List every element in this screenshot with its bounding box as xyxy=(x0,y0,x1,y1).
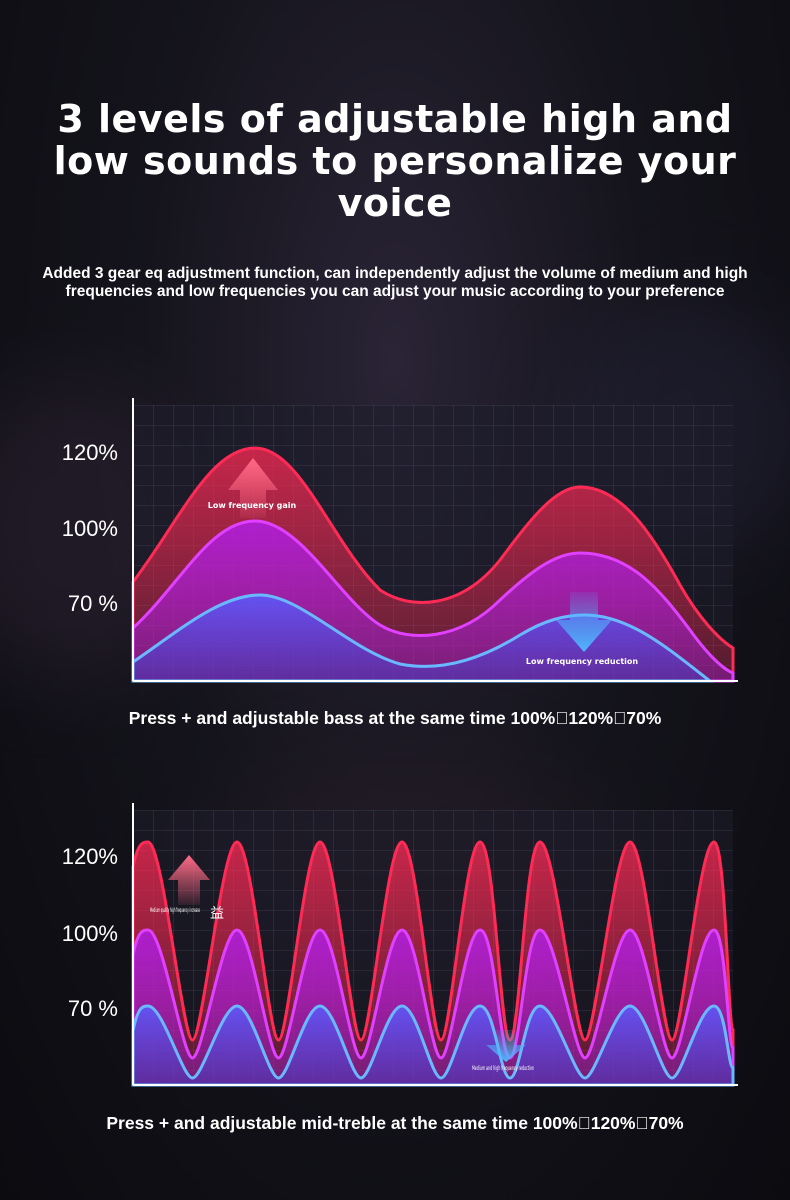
annotation-high-increase: Medium quality high frequency increase xyxy=(150,907,200,914)
annotation-low-gain: Low frequency gain xyxy=(208,501,297,510)
series-line xyxy=(131,928,735,1087)
annotation-high-reduction: Medium and high frequency reduction xyxy=(472,1065,534,1072)
y-tick-label: 120% xyxy=(62,440,118,465)
y-tick-label: 100% xyxy=(62,516,118,541)
bass-eq-chart: 120% 100% 70 % Low frequency gain Low fr… xyxy=(62,398,738,683)
y-tick-label: 70 % xyxy=(68,591,118,616)
down-arrow-icon xyxy=(486,1030,526,1062)
y-tick-label: 120% xyxy=(62,844,118,869)
down-arrow-icon xyxy=(556,592,612,652)
up-arrow-icon xyxy=(228,458,278,518)
treble-eq-chart: 120% 100% 70 % Medium quality high frequ… xyxy=(62,803,738,1087)
annotation-low-reduction: Low frequency reduction xyxy=(526,657,639,666)
series-line xyxy=(131,593,715,683)
page-subtitle: Added 3 gear eq adjustment function, can… xyxy=(42,265,748,300)
page-title: 3 levels of adjustable high and low soun… xyxy=(53,97,737,225)
bass-caption: Press + and adjustable bass at the same … xyxy=(128,708,662,728)
y-tick-label: 100% xyxy=(62,921,118,946)
series-line xyxy=(131,1004,735,1087)
treble-caption: Press + and adjustable mid-treble at the… xyxy=(106,1113,684,1133)
y-tick-label: 70 % xyxy=(68,996,118,1021)
small-glyph-icon: 益 xyxy=(210,906,224,922)
up-arrow-icon xyxy=(168,855,210,905)
